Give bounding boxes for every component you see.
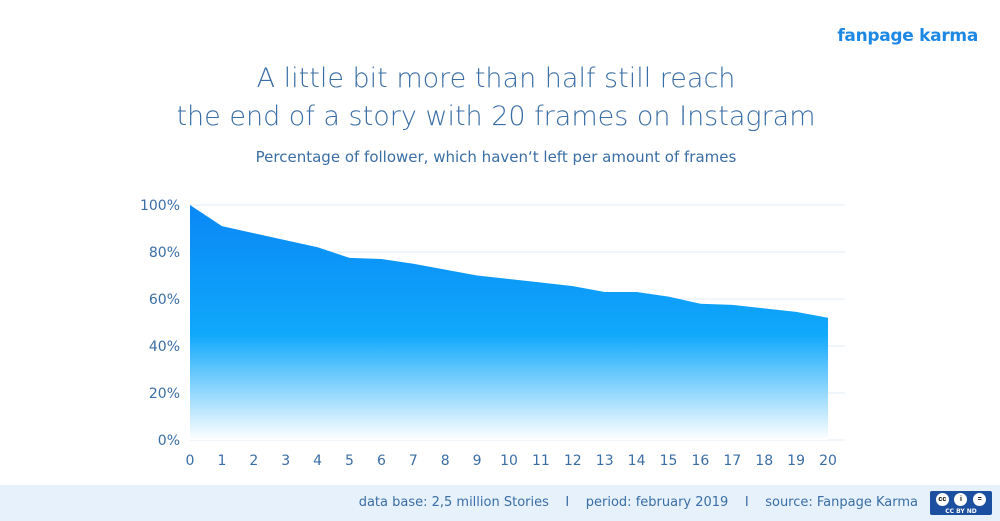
x-tick-label: 8 (441, 453, 450, 469)
chart-subtitle: Percentage of follower, which haven‘t le… (255, 148, 737, 166)
y-tick-label: 60% (149, 292, 180, 308)
x-tick-label: 10 (500, 453, 518, 469)
y-tick-label: 80% (149, 245, 180, 261)
x-tick-label: 12 (564, 453, 582, 469)
x-tick-label: 14 (628, 453, 646, 469)
nd-icon: = (973, 493, 987, 506)
cc-icon: cc (935, 493, 949, 506)
by-icon: i (954, 493, 968, 506)
x-tick-label: 4 (313, 453, 322, 469)
x-tick-label: 19 (787, 453, 805, 469)
cc-icons: cc i = (933, 493, 989, 506)
x-tick-label: 17 (723, 453, 741, 469)
x-tick-label: 18 (755, 453, 773, 469)
y-tick-label: 40% (149, 339, 180, 355)
x-tick-label: 7 (409, 453, 418, 469)
y-tick-label: 100% (140, 198, 180, 214)
x-tick-label: 9 (473, 453, 482, 469)
area-series (190, 205, 828, 440)
title-line-2: the end of a story with 20 frames on Ins… (176, 101, 816, 132)
cc-license-badge: cc i = CC BY ND (930, 491, 992, 515)
x-tick-label: 20 (819, 453, 837, 469)
x-tick-label: 1 (217, 453, 226, 469)
y-tick-label: 0% (158, 433, 180, 449)
license-text: CC BY ND (945, 508, 977, 515)
x-tick-label: 6 (377, 453, 386, 469)
x-tick-label: 11 (532, 453, 550, 469)
x-tick-label: 13 (596, 453, 614, 469)
x-tick-label: 5 (345, 453, 354, 469)
area-chart: 0%20%40%60%80%100%0 1 2 3 4 5 6 7 8 9 10 11 12 13 14 15… (140, 198, 845, 469)
x-tick-label: 2 (249, 453, 258, 469)
footer: data base: 2,5 million Stories I period:… (0, 485, 1000, 521)
y-tick-label: 20% (149, 386, 180, 402)
brand-logo: fanpage karma (837, 26, 978, 46)
x-tick-label: 16 (691, 453, 709, 469)
title-line-1: A little bit more than half still reach (256, 63, 736, 94)
footer-source: data base: 2,5 million Stories I period:… (358, 495, 918, 510)
chart-title: A little bit more than half still reach … (0, 60, 992, 136)
x-tick-label: 15 (660, 453, 678, 469)
x-tick-label: 0 (186, 453, 195, 469)
x-tick-label: 3 (281, 453, 290, 469)
